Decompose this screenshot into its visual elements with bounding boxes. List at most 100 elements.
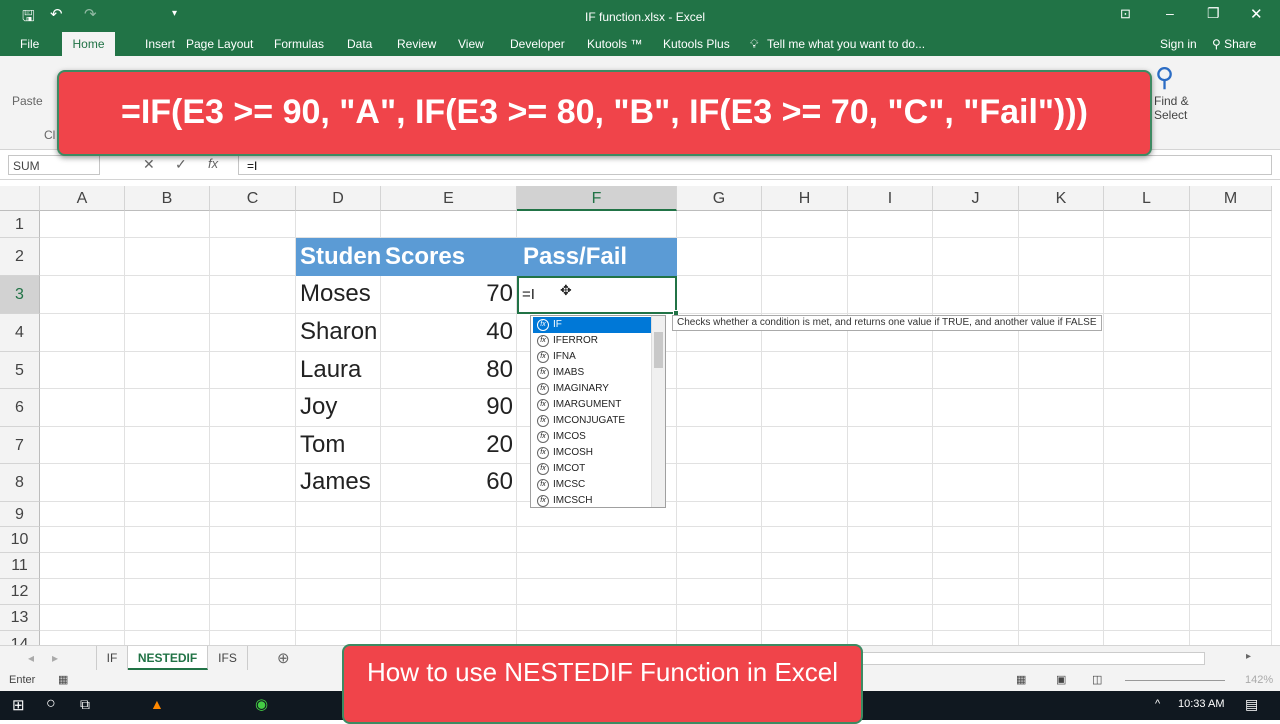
page-break-view-icon[interactable]: ◫ xyxy=(1092,674,1103,686)
autocomplete-item[interactable]: fx IFNA xyxy=(533,349,651,365)
sign-in-link[interactable]: Sign in xyxy=(1160,37,1197,51)
macro-record-icon[interactable]: ▦ xyxy=(58,674,69,686)
column-header-e[interactable]: E xyxy=(381,186,517,211)
score-cell[interactable]: 80 xyxy=(486,356,513,383)
score-cell[interactable]: 90 xyxy=(486,393,513,420)
save-icon[interactable]: 🖫 xyxy=(22,8,35,25)
tab-kutools[interactable]: Kutools ™ xyxy=(587,37,643,51)
score-cell[interactable]: 60 xyxy=(486,468,513,495)
cancel-icon[interactable]: ✕ xyxy=(143,156,155,172)
close-icon[interactable]: ✕ xyxy=(1250,6,1263,23)
autocomplete-list[interactable]: fx IF fx IFERROR fx IFNA fx IMABS fx IMAGINARY fx I… xyxy=(530,315,666,508)
student-name-cell[interactable]: Joy xyxy=(300,393,338,420)
column-header-h[interactable]: H xyxy=(762,186,848,211)
score-cell[interactable]: 70 xyxy=(486,280,513,307)
column-header-f[interactable]: F xyxy=(517,186,677,211)
row-header-6[interactable]: 6 xyxy=(0,389,40,427)
zoom-level[interactable]: 142% xyxy=(1245,674,1274,686)
name-box[interactable]: SUM xyxy=(8,155,100,175)
redo-icon[interactable]: ↷ xyxy=(84,6,97,23)
restore-icon[interactable]: ❐ xyxy=(1207,5,1220,21)
prev-sheet-icon[interactable]: ◂ xyxy=(28,651,35,665)
horizontal-scrollbar[interactable] xyxy=(860,652,1205,665)
column-header-d[interactable]: D xyxy=(296,186,381,211)
autocomplete-item[interactable]: fx IFERROR xyxy=(533,333,651,349)
undo-icon[interactable]: ↶ xyxy=(50,6,63,23)
column-header-i[interactable]: I xyxy=(848,186,933,211)
sheet-tab-ifs[interactable]: IFS xyxy=(208,646,248,670)
autocomplete-item[interactable]: fx IMCOSH xyxy=(533,445,651,461)
row-header-2[interactable]: 2 xyxy=(0,238,40,276)
autocomplete-scrollbar[interactable] xyxy=(651,316,665,507)
column-header-l[interactable]: L xyxy=(1104,186,1190,211)
tray-expand-icon[interactable]: ^ xyxy=(1155,698,1161,710)
select-all-corner[interactable] xyxy=(0,186,40,211)
tab-data[interactable]: Data xyxy=(347,37,373,51)
student-name-cell[interactable]: Moses xyxy=(300,280,371,307)
notifications-icon[interactable]: ▤ xyxy=(1245,696,1259,712)
minimize-icon[interactable]: – xyxy=(1166,5,1174,21)
autocomplete-item[interactable]: fx IMARGUMENT xyxy=(533,397,651,413)
page-layout-view-icon[interactable]: ▣ xyxy=(1056,674,1067,686)
normal-view-icon[interactable]: ▦ xyxy=(1016,674,1027,686)
enter-icon[interactable]: ✓ xyxy=(175,156,187,172)
tab-view[interactable]: View xyxy=(458,37,484,51)
ribbon-display-icon[interactable]: ⊡ xyxy=(1120,6,1131,21)
row-header-5[interactable]: 5 xyxy=(0,352,40,389)
search-circle-icon[interactable]: ○ xyxy=(46,695,56,712)
column-header-g[interactable]: G xyxy=(677,186,762,211)
row-header-3[interactable]: 3 xyxy=(0,276,40,314)
tab-developer[interactable]: Developer xyxy=(510,37,565,51)
zoom-slider[interactable] xyxy=(1125,680,1225,681)
chrome-icon[interactable]: ◉ xyxy=(255,696,269,713)
tab-page-layout[interactable]: Page Layout xyxy=(186,37,254,51)
score-cell[interactable]: 40 xyxy=(486,318,513,345)
next-sheet-icon[interactable]: ▸ xyxy=(52,651,59,665)
windows-start-icon[interactable]: ⊞ xyxy=(12,697,25,714)
row-header-7[interactable]: 7 xyxy=(0,427,40,464)
autocomplete-item[interactable]: fx IF xyxy=(533,317,651,333)
sheet-tab-if[interactable]: IF xyxy=(96,646,128,670)
vlc-icon[interactable]: ▲ xyxy=(150,696,164,712)
sheet-tab-nestedif[interactable]: NESTEDIF xyxy=(128,646,208,670)
row-header-13[interactable]: 13 xyxy=(0,605,40,631)
autocomplete-item[interactable]: fx IMCONJUGATE xyxy=(533,413,651,429)
column-header-k[interactable]: K xyxy=(1019,186,1104,211)
column-header-j[interactable]: J xyxy=(933,186,1019,211)
column-header-b[interactable]: B xyxy=(125,186,210,211)
row-header-9[interactable]: 9 xyxy=(0,502,40,527)
autocomplete-item[interactable]: fx IMCSC xyxy=(533,477,651,493)
row-header-12[interactable]: 12 xyxy=(0,579,40,605)
autocomplete-item[interactable]: fx IMCSCH xyxy=(533,493,651,509)
share-button[interactable]: ⚲ Share xyxy=(1212,37,1256,51)
task-view-icon[interactable]: ⧉ xyxy=(80,696,90,712)
column-header-m[interactable]: M xyxy=(1190,186,1272,211)
add-sheet-icon[interactable]: ⊕ xyxy=(277,650,290,667)
student-name-cell[interactable]: Laura xyxy=(300,356,362,383)
tab-kutools-plus[interactable]: Kutools Plus xyxy=(663,37,730,51)
tab-insert[interactable]: Insert xyxy=(145,37,176,51)
insert-function-icon[interactable]: fx xyxy=(208,156,219,171)
row-header-4[interactable]: 4 xyxy=(0,314,40,352)
active-cell-f3[interactable]: =I xyxy=(517,276,677,314)
column-header-a[interactable]: A xyxy=(40,186,125,211)
tab-review[interactable]: Review xyxy=(397,37,437,51)
find-select-button[interactable]: Find & Select xyxy=(1154,94,1189,122)
row-header-1[interactable]: 1 xyxy=(0,211,40,238)
row-header-8[interactable]: 8 xyxy=(0,464,40,502)
student-name-cell[interactable]: Sharon xyxy=(300,318,378,345)
score-cell[interactable]: 20 xyxy=(486,431,513,458)
tab-formulas[interactable]: Formulas xyxy=(274,37,325,51)
tell-me-input[interactable]: Tell me what you want to do... xyxy=(767,37,926,51)
tab-home[interactable]: Home xyxy=(62,32,115,57)
autocomplete-item[interactable]: fx IMABS xyxy=(533,365,651,381)
row-header-11[interactable]: 11 xyxy=(0,553,40,579)
student-name-cell[interactable]: Tom xyxy=(300,431,346,458)
column-header-c[interactable]: C xyxy=(210,186,296,211)
tab-file[interactable]: File xyxy=(20,37,40,51)
row-header-10[interactable]: 10 xyxy=(0,527,40,553)
paste-button[interactable]: Paste xyxy=(12,94,43,108)
autocomplete-item[interactable]: fx IMAGINARY xyxy=(533,381,651,397)
autocomplete-item[interactable]: fx IMCOS xyxy=(533,429,651,445)
autocomplete-item[interactable]: fx IMCOT xyxy=(533,461,651,477)
